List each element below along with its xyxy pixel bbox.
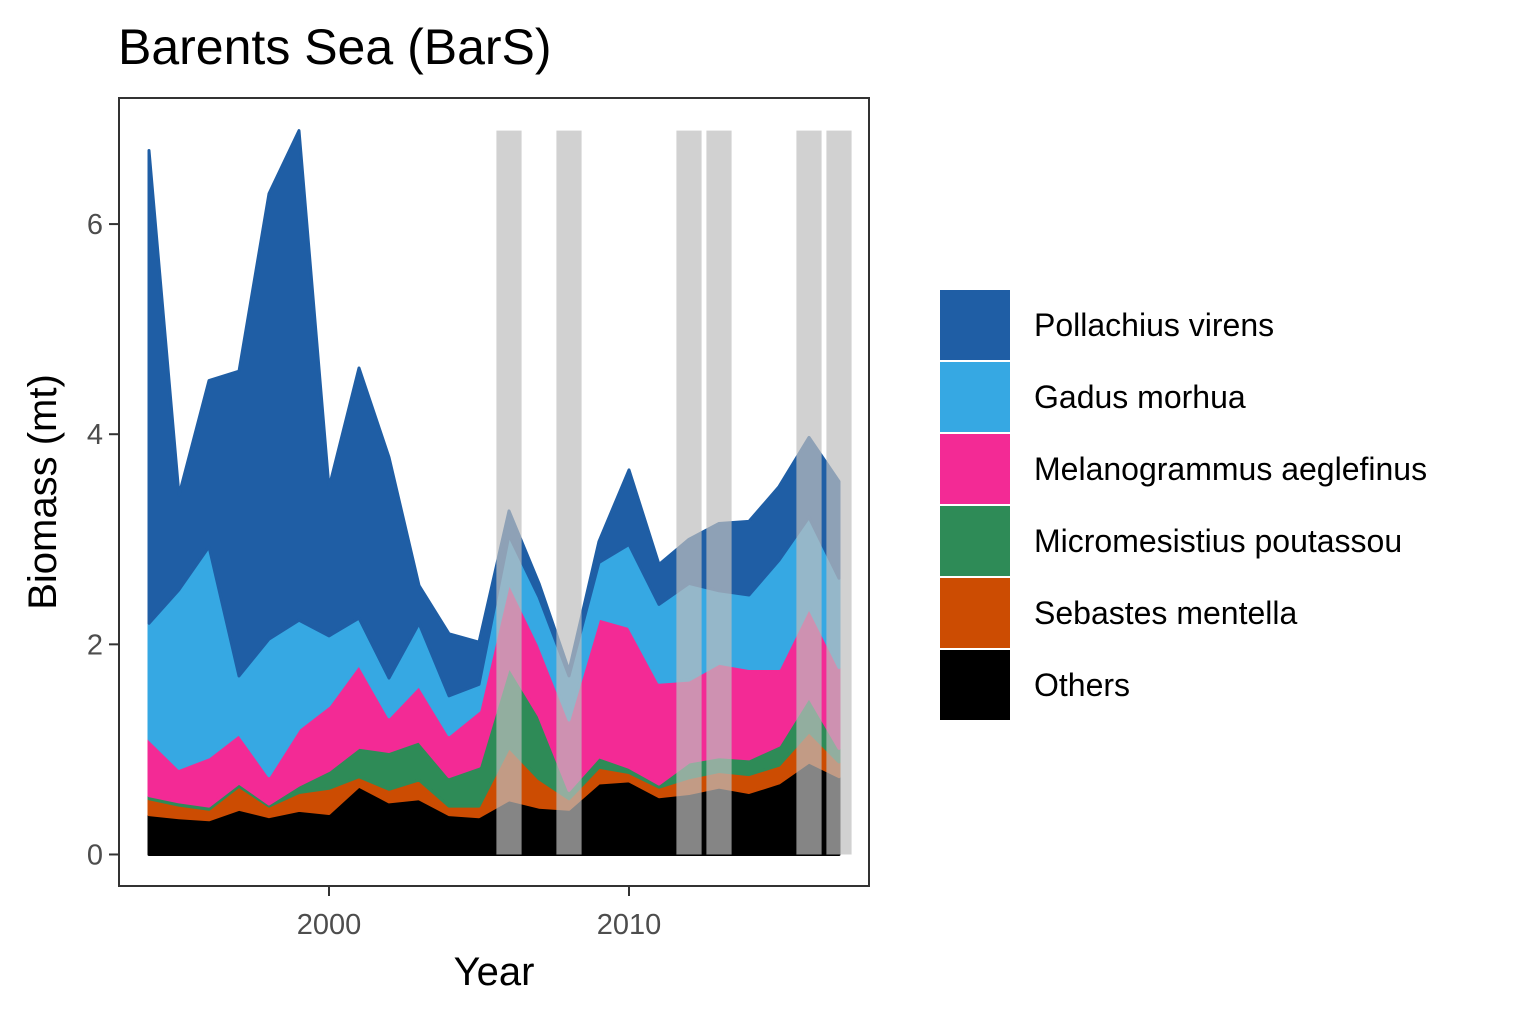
highlight-bar-2016 [796,130,822,855]
legend-item: Pollachius virens [940,289,1427,361]
highlight-bar-2006 [496,130,522,855]
legend-label: Micromesistius poutassou [1034,522,1403,559]
legend: Pollachius virens Gadus morhua Melanogramm… [940,289,1427,721]
legend-item: Micromesistius poutassou [940,505,1427,577]
highlight-layer [496,130,852,855]
areas-layer [147,129,841,856]
y-axis-title: Biomass (mt) [21,374,65,610]
legend-swatch [940,578,1010,648]
legend-item: Others [940,649,1427,721]
legend-item: Sebastes mentella [940,577,1427,649]
panel-border [118,97,870,887]
highlight-bar-2012 [676,130,702,855]
x-tick-label: 2000 [297,909,362,941]
y-tick-label: 6 [87,209,103,241]
legend-item: Gadus morhua [940,361,1427,433]
legend-label: Gadus morhua [1034,378,1246,415]
axis-layer: 0 2 4 6 2000 2010 [87,209,661,941]
legend-item: Melanogrammus aeglefinus [940,433,1427,505]
legend-swatch [940,434,1010,504]
y-tick-label: 0 [87,839,103,871]
legend-swatch [940,506,1010,576]
legend-label: Others [1034,666,1131,703]
legend-label: Pollachius virens [1034,306,1275,343]
legend-label: Sebastes mentella [1034,594,1298,631]
x-tick-label: 2010 [597,909,662,941]
legend-swatch [940,650,1010,720]
y-tick-label: 2 [87,629,103,661]
chart-title: Barents Sea (BarS) [118,19,552,75]
highlight-bar-2017 [826,130,852,855]
highlight-bar-2008 [556,130,582,855]
highlight-bar-2013 [706,130,732,855]
x-axis-title: Year [454,950,535,994]
legend-swatch [940,362,1010,432]
legend-label: Melanogrammus aeglefinus [1034,450,1428,487]
y-tick-label: 4 [87,419,103,451]
legend-swatch [940,290,1010,360]
